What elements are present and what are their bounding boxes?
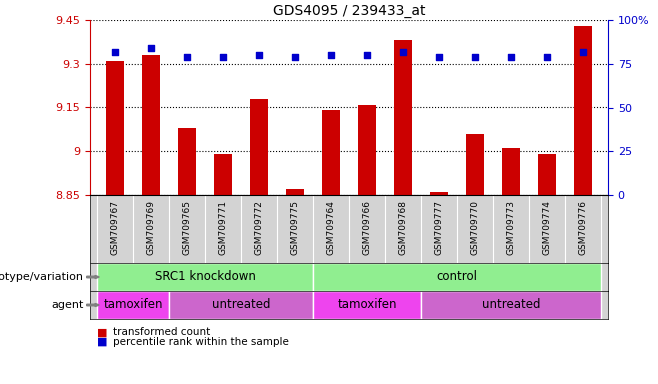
Bar <box>250 99 268 195</box>
Point <box>434 54 444 60</box>
Text: GSM709770: GSM709770 <box>470 200 480 255</box>
Text: GSM709775: GSM709775 <box>291 200 299 255</box>
Bar <box>169 291 313 319</box>
Point <box>218 54 228 60</box>
Bar <box>394 40 412 195</box>
Text: GSM709765: GSM709765 <box>183 200 191 255</box>
Bar <box>178 128 196 195</box>
Bar <box>322 111 340 195</box>
Text: GSM709766: GSM709766 <box>363 200 372 255</box>
Point <box>505 54 516 60</box>
Text: GSM709769: GSM709769 <box>147 200 156 255</box>
Text: untreated: untreated <box>482 298 540 311</box>
Point <box>397 48 408 55</box>
Title: GDS4095 / 239433_at: GDS4095 / 239433_at <box>273 3 425 18</box>
Bar <box>430 192 448 195</box>
Point <box>182 54 192 60</box>
Text: genotype/variation: genotype/variation <box>0 272 84 282</box>
Text: GSM709767: GSM709767 <box>111 200 120 255</box>
Point <box>290 54 300 60</box>
Point <box>110 48 120 55</box>
Bar <box>502 148 520 195</box>
Bar <box>97 291 169 319</box>
Bar <box>214 154 232 195</box>
Text: transformed count: transformed count <box>113 328 211 338</box>
Text: GSM709773: GSM709773 <box>507 200 515 255</box>
Text: ■: ■ <box>97 337 107 347</box>
Bar <box>142 55 160 195</box>
Point <box>362 52 372 58</box>
Bar <box>313 263 601 291</box>
Text: agent: agent <box>51 300 84 310</box>
Bar <box>358 104 376 195</box>
Point <box>254 52 265 58</box>
Point <box>578 48 588 55</box>
Text: GSM709777: GSM709777 <box>434 200 443 255</box>
Bar <box>538 154 556 195</box>
Text: GSM709774: GSM709774 <box>542 200 551 255</box>
Point <box>542 54 552 60</box>
Text: untreated: untreated <box>212 298 270 311</box>
Text: GSM709776: GSM709776 <box>578 200 588 255</box>
Point <box>326 52 336 58</box>
Text: control: control <box>436 270 478 283</box>
Bar <box>97 263 313 291</box>
Text: SRC1 knockdown: SRC1 knockdown <box>155 270 255 283</box>
Bar <box>286 189 304 195</box>
Text: GSM709771: GSM709771 <box>218 200 228 255</box>
Point <box>146 45 157 51</box>
Bar <box>313 291 421 319</box>
Bar <box>574 26 592 195</box>
Bar <box>106 61 124 195</box>
Text: tamoxifen: tamoxifen <box>103 298 163 311</box>
Point <box>470 54 480 60</box>
Text: GSM709768: GSM709768 <box>399 200 407 255</box>
Bar <box>466 134 484 195</box>
Text: GSM709772: GSM709772 <box>255 200 264 255</box>
Text: tamoxifen: tamoxifen <box>338 298 397 311</box>
Text: ■: ■ <box>97 328 107 338</box>
Text: GSM709764: GSM709764 <box>326 200 336 255</box>
Bar <box>421 291 601 319</box>
Text: percentile rank within the sample: percentile rank within the sample <box>113 337 289 347</box>
